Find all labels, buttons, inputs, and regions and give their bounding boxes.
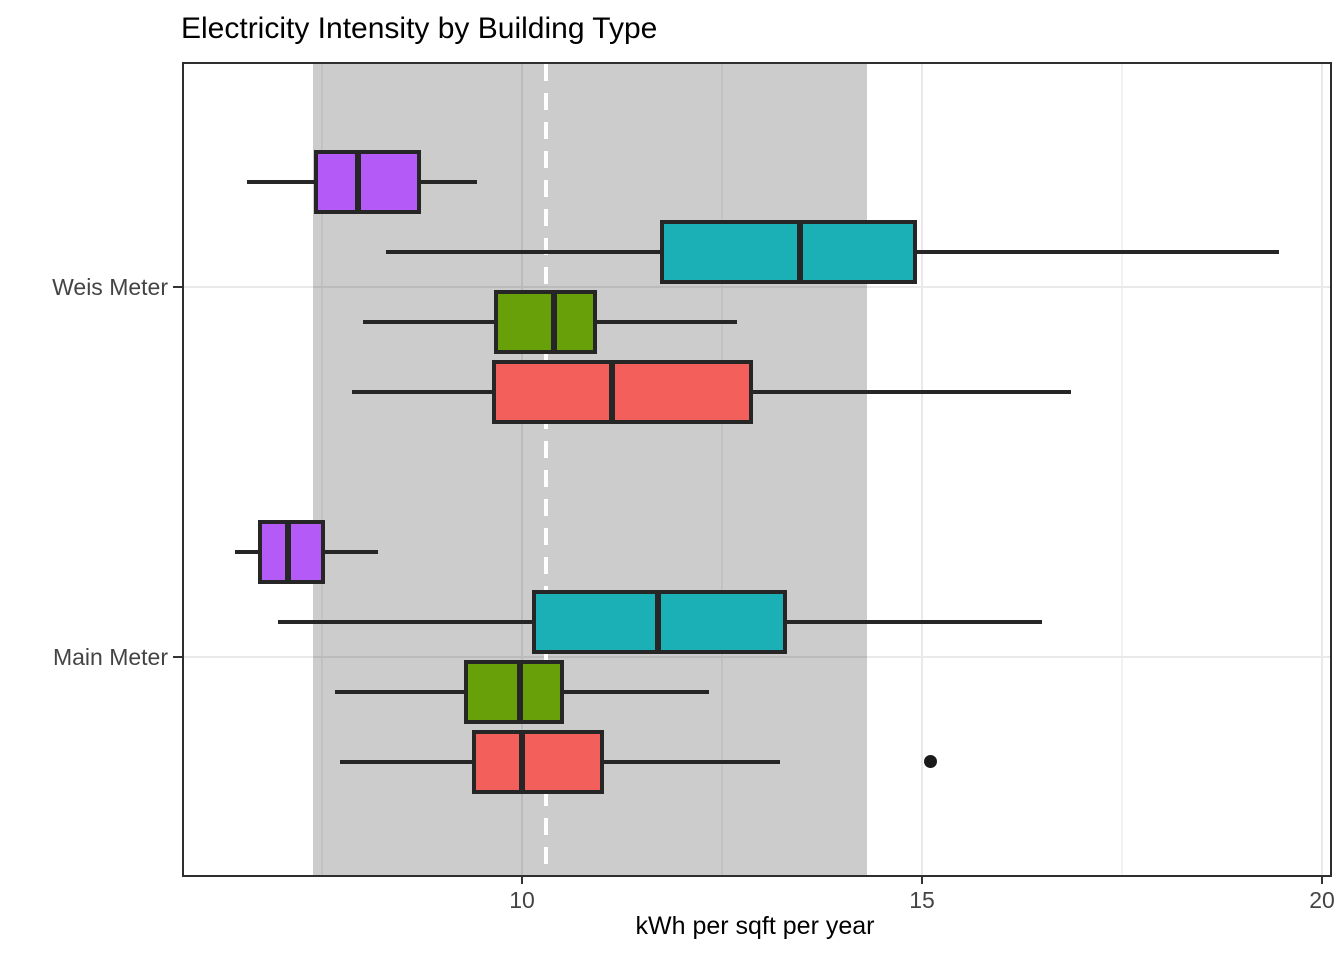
boxplot-median-teal — [655, 590, 661, 655]
reference-dashed-line — [544, 64, 548, 875]
boxplot-median-purple — [285, 520, 292, 585]
x-axis-tick-label: 10 — [509, 887, 535, 913]
gridline-major-horizontal — [184, 286, 1330, 288]
plot-panel: 10 15 20 Weis Meter Main Meter — [52, 62, 1335, 913]
gridline-major-vertical — [521, 64, 523, 875]
boxplot-box-teal — [660, 220, 918, 285]
gridline-major-vertical — [1321, 64, 1323, 875]
x-axis-tick — [521, 875, 523, 884]
boxplot-box-red — [472, 729, 605, 794]
boxplot-box-purple — [314, 150, 422, 215]
x-axis-tick — [1321, 875, 1323, 884]
boxplot-median-teal — [797, 220, 804, 285]
chart-title: Electricity Intensity by Building Type — [181, 12, 658, 45]
y-axis-tick-label: Main Meter — [52, 644, 168, 670]
boxplot-median-purple — [355, 150, 361, 215]
boxplot-median-green — [551, 289, 557, 354]
boxplot-median-red — [609, 359, 616, 424]
y-axis-tick — [173, 656, 182, 658]
x-axis-tick-label: 20 — [1309, 887, 1335, 913]
y-axis-tick-label: Weis Meter — [52, 274, 168, 300]
boxplot-box-red — [492, 359, 754, 424]
x-axis-title: kWh per sqft per year — [635, 912, 875, 940]
boxplot-outlier-point — [923, 755, 937, 769]
gridline-major-vertical — [921, 64, 923, 875]
gridline-minor-vertical — [721, 64, 723, 875]
boxplot-box-green — [494, 289, 598, 354]
boxplot-box-purple — [258, 520, 326, 585]
gridline-minor-vertical — [1121, 64, 1123, 875]
boxplot-median-red — [519, 729, 525, 794]
boxplot-box-green — [464, 659, 565, 724]
y-axis-tick — [173, 286, 182, 288]
x-axis-tick-label: 15 — [909, 887, 935, 913]
boxplot-median-green — [517, 659, 524, 724]
x-axis-tick — [921, 875, 923, 884]
gridline-major-horizontal — [184, 656, 1330, 658]
gridline-minor-vertical — [321, 64, 323, 875]
